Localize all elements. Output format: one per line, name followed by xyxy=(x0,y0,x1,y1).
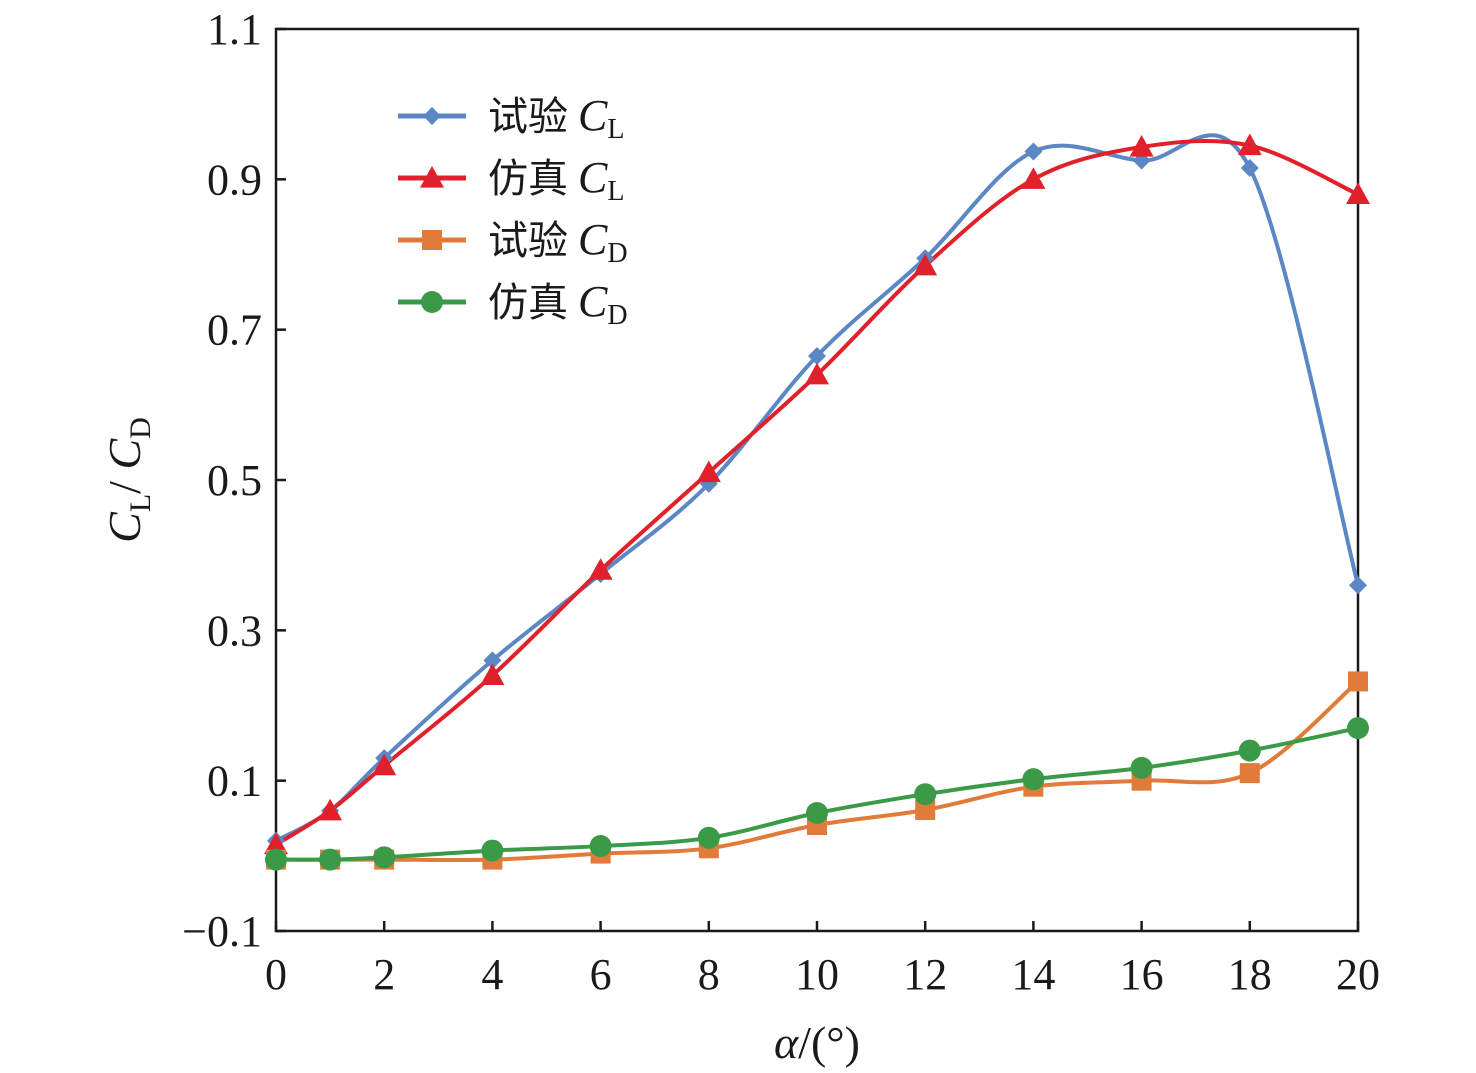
data-point xyxy=(318,798,343,821)
y-tick-label: 0.5 xyxy=(207,456,262,505)
legend-label-cn: 仿真 xyxy=(488,280,568,326)
legend-label: 试验 CD xyxy=(488,215,628,269)
data-point xyxy=(265,848,287,871)
legend-label-symbol: C xyxy=(578,215,608,264)
y-tick-label: 0.1 xyxy=(207,757,262,806)
data-point xyxy=(319,848,342,871)
legend-label: 仿真 CD xyxy=(488,277,628,331)
y-tick-label: 0.7 xyxy=(207,306,262,355)
data-point xyxy=(588,558,613,580)
x-tick-label: 6 xyxy=(590,950,612,999)
legend-label-symbol: C xyxy=(578,277,608,326)
legend-swatch-marker xyxy=(423,107,441,125)
data-point xyxy=(1348,671,1368,692)
data-point xyxy=(481,839,504,862)
data-point xyxy=(1349,576,1367,595)
data-point xyxy=(808,346,826,365)
legend-item-sim-cd: 仿真 CD xyxy=(398,277,628,331)
data-point xyxy=(1240,159,1259,178)
data-point xyxy=(1022,768,1045,791)
x-tick-label: 0 xyxy=(265,950,287,999)
data-point xyxy=(264,832,288,855)
x-tick-label: 4 xyxy=(481,950,503,999)
data-point xyxy=(373,846,396,869)
data-point xyxy=(483,651,502,670)
legend-label-cn: 仿真 xyxy=(488,156,568,202)
data-point xyxy=(1130,756,1153,779)
data-point xyxy=(1237,133,1262,156)
legend-item-sim-cl: 仿真 CL xyxy=(398,153,624,207)
x-tick-label: 18 xyxy=(1228,950,1272,999)
legend-swatch-marker xyxy=(420,166,444,188)
axis-ticks: 0 2 4 6 8 10 12 14 16 18 20 −0.1 0.1 0.3 0.5 0.7 0.9 1.1 xyxy=(182,5,1380,999)
data-point xyxy=(805,362,829,385)
legend-item-exp-cl: 试验 CL xyxy=(398,91,624,145)
data-point xyxy=(806,801,828,824)
legend-marker xyxy=(420,166,444,188)
legend-item-exp-cd: 试验 CD xyxy=(398,215,628,269)
x-axis-unit: /(°) xyxy=(798,1017,860,1068)
series-markers xyxy=(264,133,1370,871)
legend-label-sub: D xyxy=(607,238,627,269)
x-axis-symbol: α xyxy=(774,1017,799,1068)
legend-marker xyxy=(423,107,441,125)
data-point xyxy=(696,460,721,483)
data-point xyxy=(697,826,720,849)
y-axis-cl-sub: L xyxy=(124,494,157,512)
data-point xyxy=(1239,763,1260,784)
legend-swatch-marker xyxy=(422,230,442,250)
legend-label-sub: L xyxy=(607,114,624,145)
y-axis-title: CL/ CD xyxy=(99,417,157,543)
x-tick-label: 8 xyxy=(698,950,720,999)
data-point xyxy=(1347,717,1369,740)
y-tick-label: 0.9 xyxy=(207,155,262,204)
data-point xyxy=(1024,142,1043,161)
data-point xyxy=(913,253,938,276)
y-tick-label: 1.1 xyxy=(207,5,262,54)
data-point xyxy=(914,783,937,806)
y-tick-label: 0.3 xyxy=(207,606,262,655)
x-tick-label: 12 xyxy=(903,950,947,999)
legend-label-sub: D xyxy=(607,300,627,331)
x-tick-label: 14 xyxy=(1011,950,1055,999)
x-tick-label: 10 xyxy=(795,950,839,999)
legend-label-cn: 试验 xyxy=(488,94,568,140)
legend-label-cn: 试验 xyxy=(488,218,568,264)
legend-label-symbol: C xyxy=(578,91,608,140)
data-point xyxy=(915,799,936,820)
legend-label: 仿真 CL xyxy=(488,153,624,207)
x-axis-title: α/(°) xyxy=(774,1017,860,1068)
data-point xyxy=(480,663,505,686)
legend-marker xyxy=(422,230,442,250)
legend-marker xyxy=(421,291,443,313)
x-tick-label: 2 xyxy=(373,950,395,999)
y-axis-cd-symbol: C xyxy=(99,438,150,470)
legend-label: 试验 CL xyxy=(488,91,624,145)
legend: 试验 CL 仿真 CL 试验 CD 仿真 CD xyxy=(398,91,628,331)
data-point xyxy=(1021,167,1046,189)
data-point xyxy=(1238,739,1261,762)
y-axis-cd-sub: D xyxy=(124,417,157,439)
y-axis-cl-symbol: C xyxy=(99,511,150,543)
plot-frame xyxy=(274,27,1360,933)
series-line xyxy=(275,726,1359,862)
legend-label-sub: L xyxy=(607,176,624,207)
data-point xyxy=(1346,182,1370,204)
y-axis-separator: / xyxy=(99,470,150,494)
data-point xyxy=(589,835,612,858)
legend-label-symbol: C xyxy=(578,153,608,202)
x-tick-label: 16 xyxy=(1120,950,1164,999)
data-point xyxy=(1129,135,1154,157)
x-tick-label: 20 xyxy=(1336,950,1380,999)
series-line xyxy=(276,679,1360,863)
legend-swatch-marker xyxy=(421,291,443,313)
data-point xyxy=(372,753,397,776)
y-tick-label: −0.1 xyxy=(182,907,262,956)
